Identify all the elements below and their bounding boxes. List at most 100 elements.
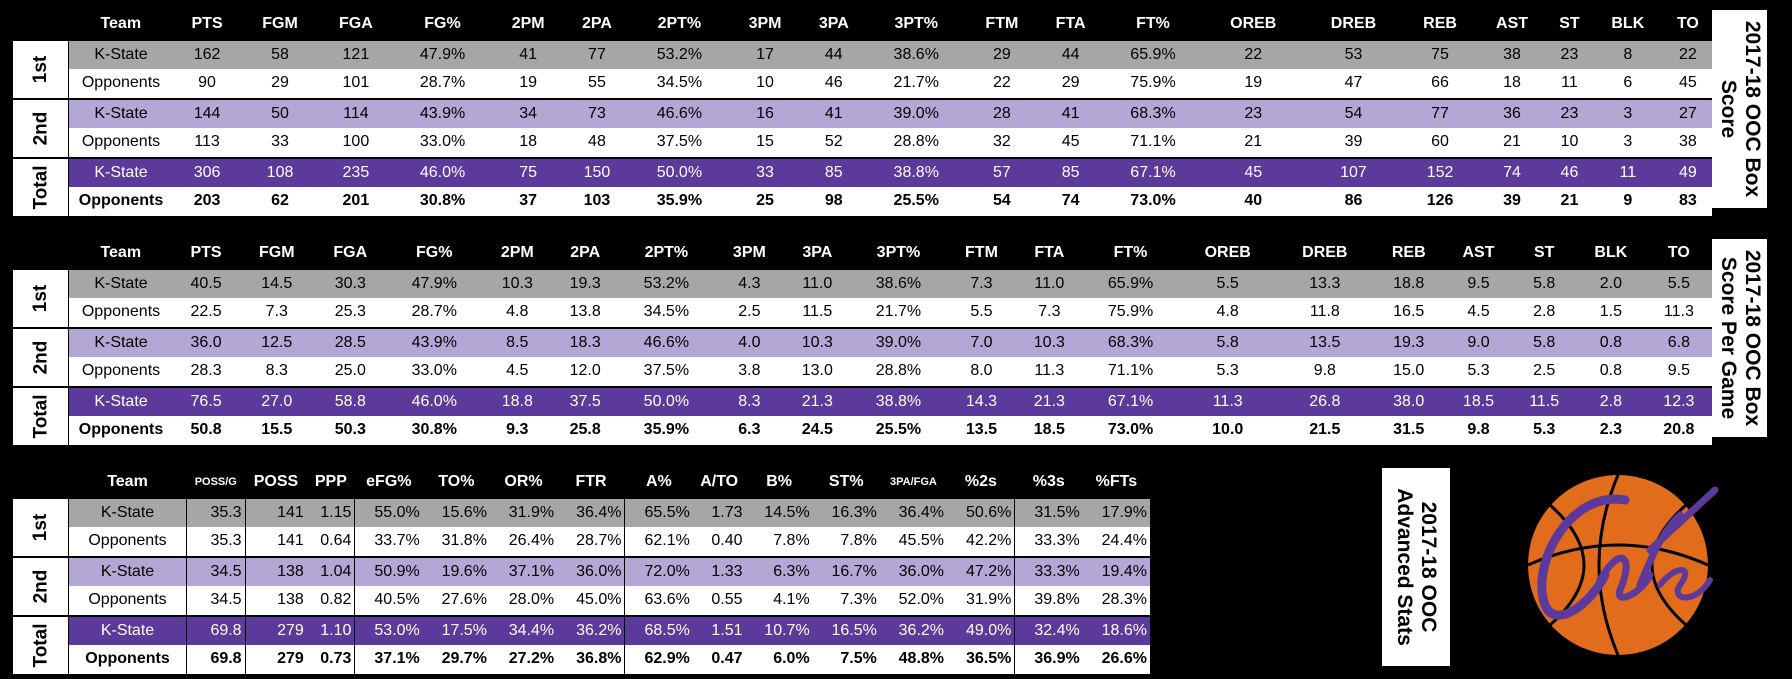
stat-cell-fga: 30.3 bbox=[314, 267, 387, 298]
stat-cell-topct: 29.7% bbox=[422, 645, 490, 674]
stat-cell-blk: 2.3 bbox=[1575, 416, 1646, 445]
stat-cell-to: 83 bbox=[1663, 187, 1712, 216]
stat-cell-fga: 101 bbox=[318, 69, 393, 99]
column-header-topct: TO% bbox=[438, 473, 475, 491]
column-header-fta: FTA bbox=[1055, 15, 1086, 33]
stat-cell-ast: 39 bbox=[1477, 187, 1548, 216]
stat-cell-3pa: 98 bbox=[801, 187, 867, 216]
stat-cell-ftm: 57 bbox=[965, 156, 1038, 187]
stat-cell-2ptpct: 37.5% bbox=[629, 128, 730, 158]
stat-cell-oreb: 23 bbox=[1202, 97, 1304, 128]
stat-cell-topct: 31.8% bbox=[422, 527, 490, 557]
stat-cell-fgpct: 33.0% bbox=[392, 128, 493, 158]
stat-cell-fgpct: 43.9% bbox=[386, 326, 483, 357]
table-row: Opponents 35.3 141 0.64 33.7% 31.8% 26.4% 28.7%… bbox=[13, 527, 1150, 557]
column-header-fgm: FGM bbox=[262, 15, 298, 33]
stat-cell-oreb: 5.3 bbox=[1178, 357, 1277, 387]
table-row: 1st K-State 162 58 121 47.9% 41 77 53.2% 17 44 38.6… bbox=[12, 38, 1712, 99]
stat-cell-2ptpct: 50.0% bbox=[629, 156, 730, 187]
team-name-cell: Opponents bbox=[68, 128, 173, 158]
per-game-table-block: Team PTS FGM FGA FG% 2PM 2PA 2PT% 3PM 3PA 3PT% FTM F… bbox=[12, 239, 1712, 445]
stat-cell-3ptpct: 28.8% bbox=[866, 128, 966, 158]
table-row: Opponents 22.5 7.3 25.3 28.7% 4.8 13.8 34.5% 2.5… bbox=[13, 298, 1712, 328]
column-header-pct2s: %2s bbox=[964, 473, 997, 491]
stat-cell-pctfts: 26.6% bbox=[1082, 645, 1150, 674]
stat-cell-oreb: 22 bbox=[1202, 38, 1304, 69]
stat-cell-ftpct: 75.9% bbox=[1103, 69, 1203, 99]
header-spacer bbox=[13, 468, 69, 498]
stat-cell-topct: 27.6% bbox=[422, 586, 490, 616]
column-header-fgpct: FG% bbox=[424, 15, 461, 33]
stat-cell-fgpct: 47.9% bbox=[392, 38, 493, 69]
header-spacer bbox=[13, 10, 69, 40]
team-name-cell: K-State bbox=[68, 496, 187, 527]
team-name-cell: K-State bbox=[68, 97, 173, 128]
stat-cell-oreb: 11.3 bbox=[1178, 385, 1277, 416]
stat-cell-2pm: 18.8 bbox=[482, 385, 553, 416]
stat-cell-ftm: 7.0 bbox=[946, 326, 1017, 357]
column-header-3ptpct: 3PT% bbox=[894, 15, 939, 33]
column-header-fga: FGA bbox=[333, 244, 368, 262]
stat-cell-fta: 7.3 bbox=[1016, 298, 1083, 328]
stat-cell-ftpct: 67.1% bbox=[1082, 385, 1179, 416]
stat-cell-fgpct: 30.8% bbox=[386, 416, 483, 445]
stat-cell-ast: 18 bbox=[1477, 69, 1548, 99]
stat-cell-2ptpct: 53.2% bbox=[618, 267, 715, 298]
stat-cell-fta: 29 bbox=[1037, 69, 1104, 99]
stat-cell-3pm: 8.3 bbox=[714, 385, 785, 416]
stat-cell-dreb: 11.8 bbox=[1276, 298, 1373, 328]
stat-cell-efgpct: 37.1% bbox=[354, 645, 423, 674]
period-text: 1st bbox=[30, 55, 51, 83]
stat-cell-2pm: 41 bbox=[492, 38, 565, 69]
stat-cell-ast: 4.5 bbox=[1444, 298, 1513, 328]
stat-cell-poss: 279 bbox=[244, 614, 307, 645]
stat-cell-ftr: 28.7% bbox=[557, 527, 625, 557]
stat-cell-apct: 65.5% bbox=[624, 496, 693, 527]
column-header-2pm: 2PM bbox=[511, 15, 545, 33]
table-row: Total K-State 69.8 279 1.10 53.0% 17.5% 34.4% 36… bbox=[12, 614, 1150, 674]
stat-cell-fga: 100 bbox=[318, 128, 393, 158]
table-row: 1st K-State 35.3 141 1.15 55.0% 15.6% 31.9% 36.4… bbox=[12, 496, 1150, 557]
team-name-cell: Opponents bbox=[68, 298, 173, 328]
stat-cell-2pa: 48 bbox=[564, 128, 630, 158]
period-text: 2nd bbox=[30, 111, 51, 145]
period-text: 2nd bbox=[30, 569, 51, 603]
stat-cell-2pm: 18 bbox=[492, 128, 565, 158]
stat-cell-fgm: 7.3 bbox=[239, 298, 315, 328]
stat-cell-3pa: 11.5 bbox=[784, 298, 851, 328]
stat-cell-a-per-to: 1.51 bbox=[692, 614, 746, 645]
stat-cell-poss-per-g: 35.3 bbox=[186, 496, 246, 527]
stat-cell-2pa: 73 bbox=[564, 97, 630, 128]
title-line-1: 2017-18 OOC Box bbox=[1740, 20, 1764, 198]
team-name-cell: Opponents bbox=[68, 586, 187, 616]
stat-cell-2ptpct: 34.5% bbox=[618, 298, 715, 328]
stat-cell-ast: 36 bbox=[1477, 97, 1548, 128]
stat-cell-pct2s: 42.2% bbox=[947, 527, 1015, 557]
stat-cell-pts: 22.5 bbox=[173, 298, 240, 328]
column-header-oreb: OREB bbox=[1204, 244, 1251, 262]
column-header-3ptpct: 3PT% bbox=[876, 244, 921, 262]
stat-cell-reb: 16.5 bbox=[1372, 298, 1445, 328]
period-text: 1st bbox=[30, 284, 51, 312]
stat-cell-fta: 11.0 bbox=[1016, 267, 1083, 298]
header-row: Team PTS FGM FGA FG% 2PM 2PA 2PT% 3PM 3PA 3PT% FTM F… bbox=[13, 239, 1713, 269]
stat-cell-apct: 72.0% bbox=[624, 555, 693, 586]
stat-cell-stpct: 7.5% bbox=[812, 645, 880, 674]
stat-cell-dreb: 26.8 bbox=[1276, 385, 1373, 416]
stat-cell-dreb: 21.5 bbox=[1276, 416, 1373, 445]
stat-cell-ftr: 36.2% bbox=[557, 614, 625, 645]
stat-cell-3pa: 24.5 bbox=[784, 416, 851, 445]
stat-cell-dreb: 39 bbox=[1303, 128, 1404, 158]
stat-cell-fgm: 29 bbox=[241, 69, 319, 99]
stat-cell-dreb: 107 bbox=[1303, 156, 1404, 187]
stat-cell-ftm: 22 bbox=[965, 69, 1038, 99]
per-game-title: 2017-18 OOC Box Score Per Game bbox=[1712, 239, 1767, 437]
stat-cell-apct: 62.9% bbox=[624, 645, 693, 674]
stat-cell-fgm: 50 bbox=[241, 97, 319, 128]
stat-cell-st: 46 bbox=[1547, 156, 1592, 187]
stat-cell-reb: 38.0 bbox=[1372, 385, 1445, 416]
stat-cell-3pm: 6.3 bbox=[714, 416, 785, 445]
stat-cell-2ptpct: 35.9% bbox=[618, 416, 715, 445]
period-text: 1st bbox=[30, 513, 51, 541]
stat-cell-ast: 5.3 bbox=[1444, 357, 1513, 387]
